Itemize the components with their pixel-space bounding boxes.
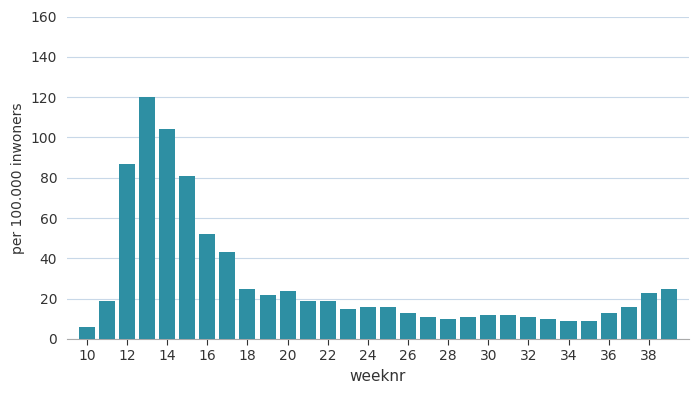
Bar (380, 307, 396, 339)
Bar (440, 319, 456, 339)
Bar (400, 313, 416, 339)
Y-axis label: per 100.000 inwoners: per 100.000 inwoners (11, 102, 25, 254)
Bar (500, 315, 517, 339)
Bar (199, 234, 216, 339)
Bar (119, 164, 135, 339)
Bar (260, 295, 276, 339)
Bar (179, 176, 195, 339)
Bar (159, 130, 175, 339)
Bar (219, 252, 235, 339)
Bar (621, 307, 637, 339)
Bar (300, 301, 316, 339)
Bar (239, 289, 255, 339)
Bar (480, 315, 496, 339)
Bar (420, 317, 436, 339)
Bar (661, 289, 677, 339)
Bar (279, 291, 295, 339)
Bar (580, 321, 596, 339)
Bar (520, 317, 536, 339)
Bar (640, 293, 657, 339)
Bar (540, 319, 556, 339)
Bar (340, 309, 356, 339)
Bar (561, 321, 577, 339)
Bar (360, 307, 376, 339)
Bar (99, 301, 115, 339)
Bar (601, 313, 617, 339)
Bar (79, 327, 95, 339)
Bar (139, 97, 155, 339)
Bar (320, 301, 336, 339)
X-axis label: weeknr: weeknr (350, 369, 406, 384)
Bar (460, 317, 476, 339)
